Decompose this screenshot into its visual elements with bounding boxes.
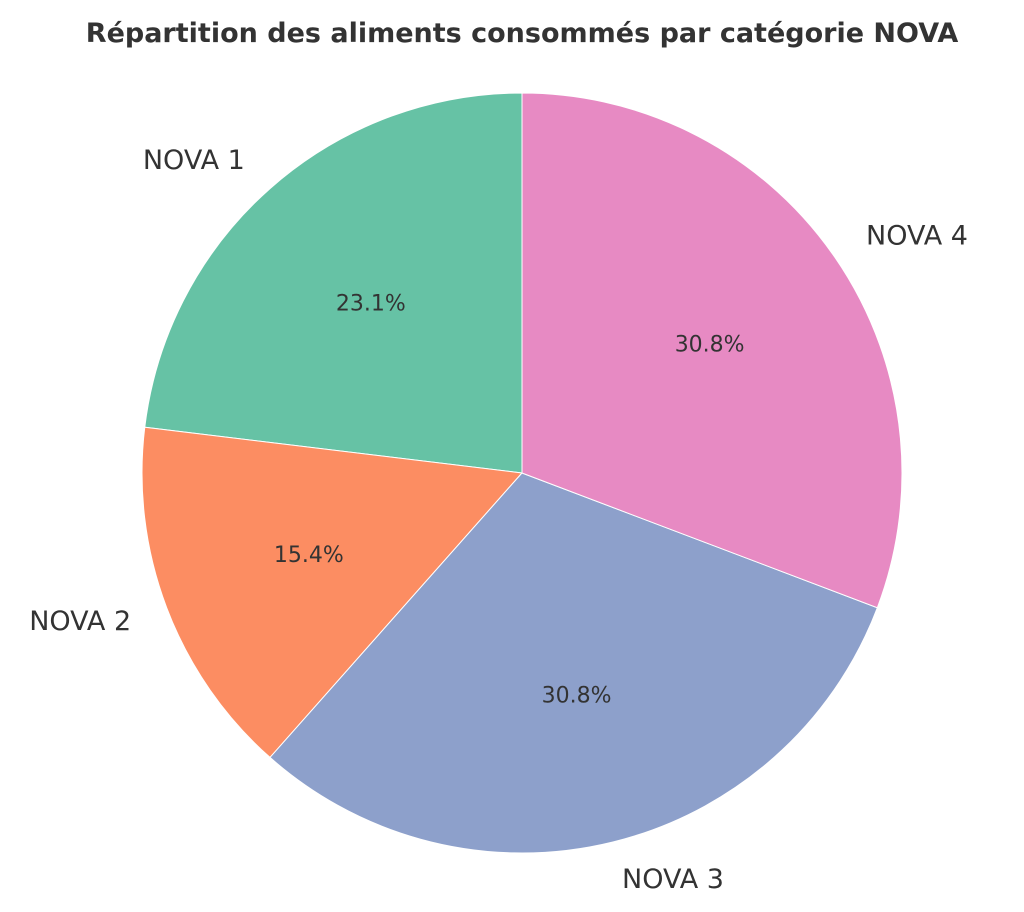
slice-label: NOVA 2 (29, 606, 131, 637)
pie-slice-4 (521, 92, 903, 609)
pie-slice-2 (141, 426, 524, 759)
slice-percent-label: 30.8% (542, 683, 612, 708)
slice-label: NOVA 4 (866, 221, 968, 252)
slice-label: NOVA 3 (622, 864, 724, 895)
slice-label: NOVA 1 (143, 145, 245, 176)
chart-title: Répartition des aliments consommés par c… (86, 18, 959, 49)
slice-percent-label: 15.4% (274, 543, 344, 568)
pie-slice-1 (144, 92, 523, 474)
slice-percent-label: 23.1% (336, 291, 406, 316)
slice-percent-label: 30.8% (675, 332, 745, 357)
pie-slice-3 (269, 472, 878, 854)
